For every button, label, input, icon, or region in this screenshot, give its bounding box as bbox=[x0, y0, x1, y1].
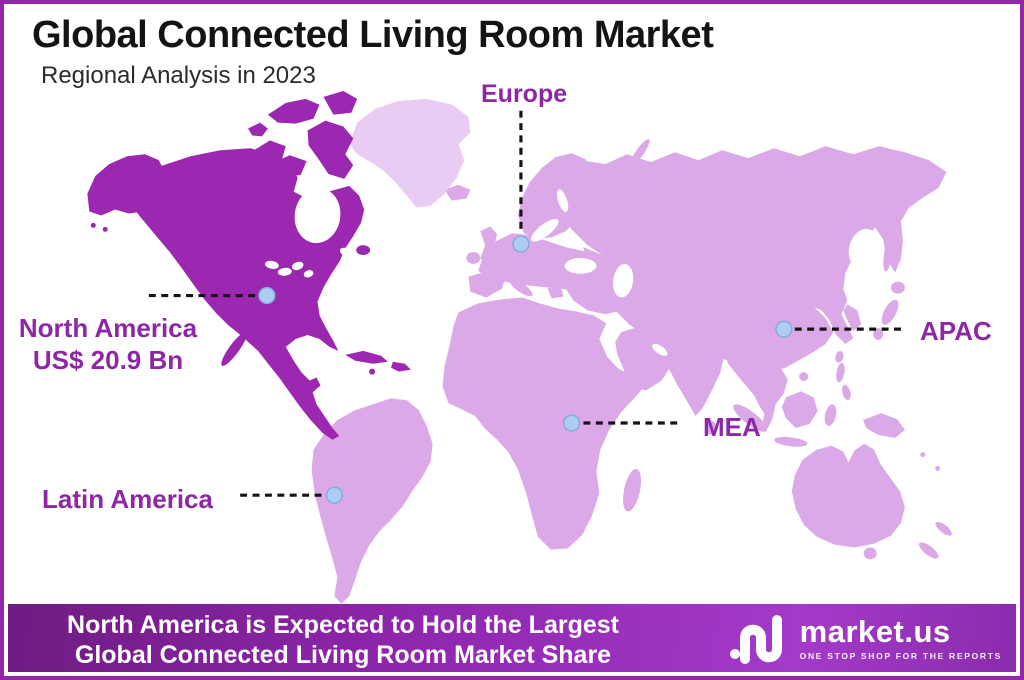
page-subtitle: Regional Analysis in 2023 bbox=[41, 62, 316, 89]
footer-headline-line2: Global Connected Living Room Market Shar… bbox=[74, 640, 612, 669]
arctic-island bbox=[323, 90, 358, 115]
hudson-bay bbox=[294, 187, 341, 244]
novaya-zemlya bbox=[630, 139, 650, 166]
baltic-sea bbox=[530, 218, 559, 242]
arctic-island bbox=[307, 120, 354, 179]
bering-notch bbox=[907, 205, 920, 222]
taiwan bbox=[835, 350, 844, 363]
north-america-sea-cutouts bbox=[265, 187, 357, 278]
caspian-sea bbox=[613, 264, 634, 298]
region-label-north-america-name: North America bbox=[18, 313, 198, 343]
arctic-island bbox=[248, 122, 268, 137]
philippines-south bbox=[842, 384, 851, 401]
india bbox=[661, 338, 725, 417]
nz-north-island bbox=[935, 521, 952, 536]
world-map bbox=[87, 90, 952, 604]
gulf-of-bothnia bbox=[556, 189, 569, 213]
great-lake bbox=[303, 270, 314, 278]
arctic-island bbox=[254, 140, 286, 165]
aleutian-island bbox=[102, 226, 108, 232]
ireland bbox=[466, 252, 481, 264]
sulawesi bbox=[824, 404, 837, 426]
great-lake bbox=[265, 260, 279, 269]
latin-america-marker bbox=[325, 486, 344, 504]
sri-lanka bbox=[706, 421, 717, 435]
south-america-region bbox=[311, 398, 433, 604]
nz-south-island bbox=[918, 542, 939, 559]
sea-cutouts bbox=[530, 189, 920, 356]
black-sea bbox=[564, 257, 597, 274]
footer-headline: North America is Expected to Hold the La… bbox=[38, 611, 648, 670]
gulf-of-st-lawrence bbox=[339, 247, 357, 259]
australia bbox=[791, 443, 905, 548]
aleutian-island bbox=[90, 222, 96, 228]
new-guinea bbox=[863, 413, 905, 438]
sakhalin bbox=[883, 236, 893, 272]
region-label-latin-america: Latin America bbox=[42, 484, 213, 514]
sumatra bbox=[733, 404, 768, 432]
italy bbox=[509, 278, 533, 297]
north-america-marker bbox=[258, 286, 276, 305]
footer-banner: North America is Expected to Hold the La… bbox=[8, 604, 1016, 672]
greece bbox=[547, 283, 564, 299]
apac-marker bbox=[775, 320, 793, 338]
malay-peninsula bbox=[762, 397, 776, 431]
page-title: Global Connected Living Room Market bbox=[32, 14, 714, 56]
brand-name: market.us bbox=[799, 613, 951, 649]
madagascar bbox=[623, 468, 642, 512]
russia-region bbox=[555, 146, 947, 344]
arctic-island bbox=[267, 98, 320, 124]
cuba bbox=[345, 350, 388, 364]
markers bbox=[258, 235, 793, 504]
persian-gulf bbox=[652, 343, 668, 356]
region-label-north-america-value: US$ 20.9 Bn bbox=[32, 344, 184, 375]
europe-marker bbox=[512, 235, 530, 253]
tasmania bbox=[863, 547, 877, 560]
hispaniola bbox=[390, 361, 411, 372]
jamaica bbox=[369, 368, 376, 375]
great-lake bbox=[277, 267, 292, 276]
sea-of-okhotsk bbox=[848, 228, 878, 268]
footer-headline-line1: North America is Expected to Hold the La… bbox=[67, 611, 619, 639]
pacific-island bbox=[920, 452, 926, 458]
central-asia-region bbox=[583, 247, 834, 372]
greenland bbox=[349, 98, 471, 208]
great-lake bbox=[291, 261, 304, 271]
region-label-europe: Europe bbox=[481, 80, 568, 108]
marketus-logo-text: market.us ONE STOP SHOP FOR THE REPORTS bbox=[800, 616, 1002, 661]
scandinavia bbox=[517, 153, 592, 240]
world-land bbox=[311, 139, 952, 604]
region-label-mea: MEA bbox=[703, 412, 761, 442]
japan-hokkaido bbox=[891, 281, 905, 294]
philippines-north bbox=[836, 362, 845, 383]
japan-honshu bbox=[881, 299, 899, 325]
arctic-island bbox=[269, 155, 307, 177]
brand-tagline: ONE STOP SHOP FOR THE REPORTS bbox=[799, 650, 1002, 661]
japan-kyushu bbox=[873, 328, 884, 340]
borneo bbox=[781, 391, 818, 428]
iceland bbox=[444, 184, 471, 201]
newfoundland bbox=[356, 245, 371, 256]
iberia bbox=[468, 270, 507, 298]
africa-region bbox=[442, 297, 648, 550]
uk bbox=[480, 226, 500, 264]
region-label-apac: APAC bbox=[920, 316, 992, 346]
baja-california bbox=[221, 331, 248, 366]
hainan bbox=[799, 372, 809, 382]
java bbox=[774, 436, 808, 447]
region-label-north-america: North America US$ 20.9 Bn bbox=[10, 313, 206, 376]
marketus-logo-icon bbox=[729, 615, 782, 664]
leader-lines bbox=[148, 110, 905, 497]
europe-mainland bbox=[478, 233, 612, 291]
korea bbox=[843, 304, 862, 332]
mea-marker bbox=[562, 414, 581, 432]
pacific-island bbox=[935, 466, 941, 471]
marketus-logo: market.us ONE STOP SHOP FOR THE REPORTS bbox=[728, 610, 1002, 666]
